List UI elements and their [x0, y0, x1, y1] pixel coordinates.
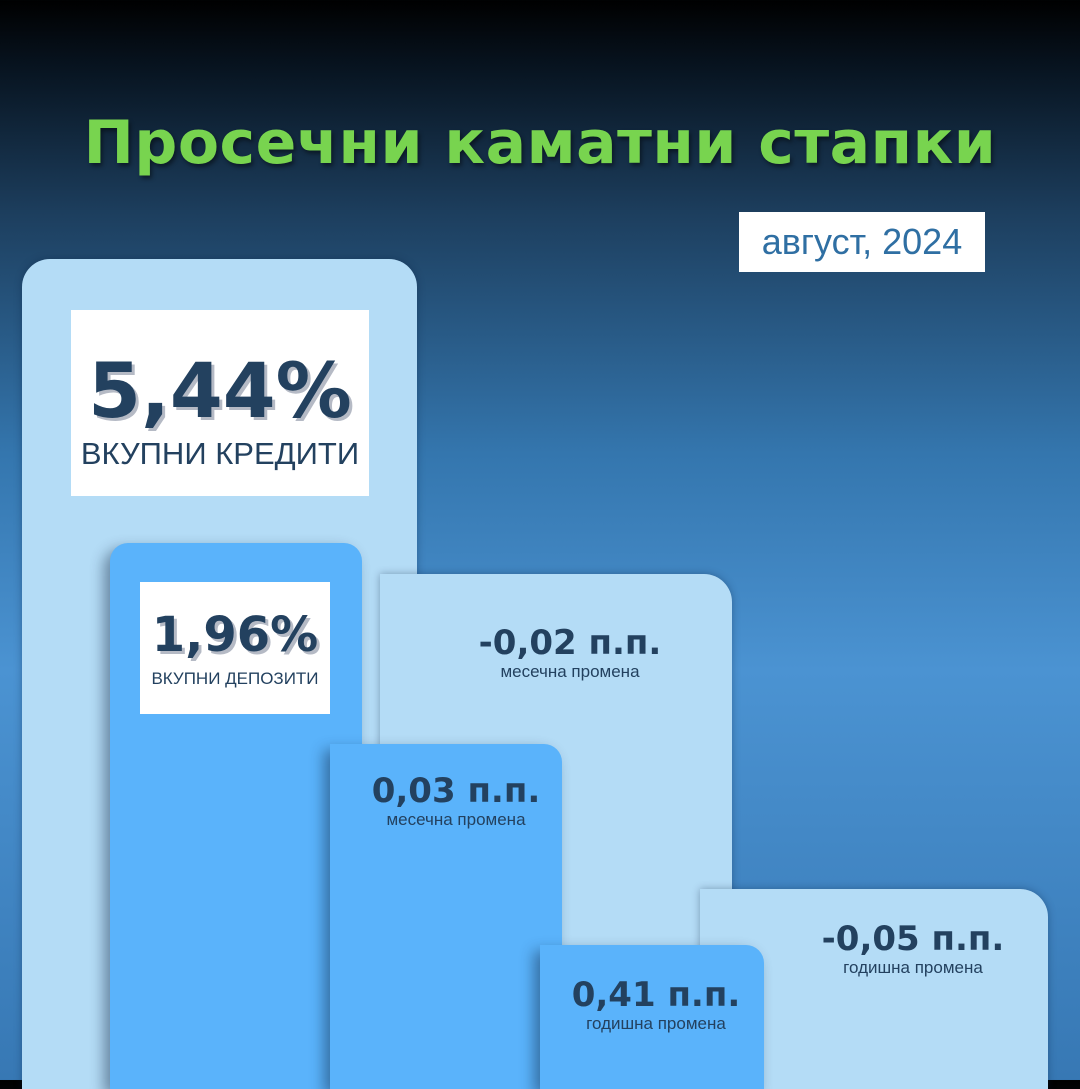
deposits-monthly-change-label: месечна промена — [386, 810, 526, 829]
date-badge: август, 2024 — [739, 212, 985, 272]
deposits-monthly-change-value: 0,03 п.п. — [371, 771, 541, 811]
deposits-annual-change-value: 0,41 п.п. — [571, 975, 741, 1015]
credits-annual-change-label: годишна промена — [843, 958, 983, 977]
deposits-annual-change: 0,41 п.п. годишна промена — [556, 976, 756, 1034]
credits-rate: 5,44% — [88, 346, 352, 435]
page-title: Просечни каматни стапки — [83, 108, 997, 178]
credits-monthly-change-label: месечна промена — [500, 662, 640, 681]
deposits-rate: 1,96% — [151, 607, 319, 663]
deposits-step-2 — [330, 744, 562, 1089]
credits-summary-box: 5,44% ВКУПНИ КРЕДИТИ — [71, 310, 369, 496]
deposits-annual-change-label: годишна промена — [586, 1014, 726, 1033]
deposits-monthly-change: 0,03 п.п. месечна промена — [356, 772, 556, 830]
credits-annual-change-value: -0,05 п.п. — [821, 919, 1005, 959]
credits-monthly-change-value: -0,02 п.п. — [478, 623, 662, 663]
deposits-step-3 — [540, 945, 764, 1089]
credits-annual-change: -0,05 п.п. годишна промена — [808, 920, 1018, 978]
credits-label: ВКУПНИ КРЕДИТИ — [80, 436, 360, 471]
deposits-label: ВКУПНИ ДЕПОЗИТИ — [151, 669, 319, 688]
deposits-summary-box: 1,96% ВКУПНИ ДЕПОЗИТИ — [140, 582, 330, 714]
credits-monthly-change: -0,02 п.п. месечна промена — [470, 624, 670, 682]
